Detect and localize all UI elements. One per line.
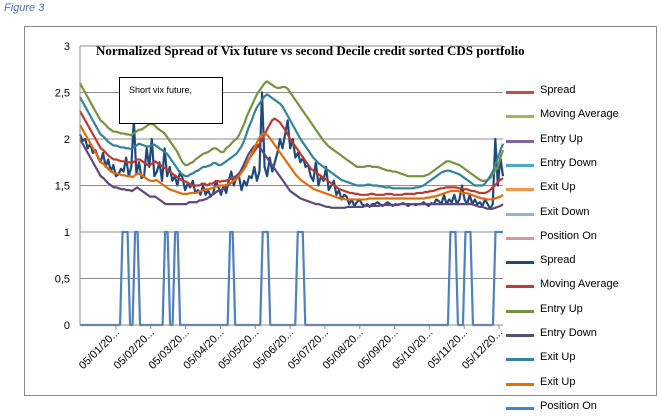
figure-label: Figure 3: [4, 2, 45, 14]
legend-label: Spread: [540, 254, 576, 267]
legend-swatch: [506, 236, 534, 240]
legend-label: Spread: [540, 84, 576, 96]
y-tick-label: 0: [64, 320, 70, 332]
y-tick-label: 1,5: [55, 181, 70, 193]
legend-swatch: [506, 406, 534, 410]
annotation-box: Short vix future,: [119, 77, 223, 124]
legend-item: Position On: [506, 230, 656, 246]
legend-label: Moving Average: [540, 278, 619, 291]
legend-label: Entry Down: [540, 156, 597, 169]
legend-label: Moving Average: [540, 108, 619, 121]
chart-title: Normalized Spread of Vix future vs secon…: [96, 43, 525, 58]
y-tick-label: 1: [64, 227, 70, 239]
legend-swatch: [506, 115, 534, 119]
legend-swatch: [506, 309, 534, 313]
legend-label: Entry Up: [540, 132, 583, 145]
legend-swatch: [506, 91, 534, 94]
annotation-text: Short vix future,: [129, 85, 193, 95]
y-tick-label: 2,5: [55, 88, 70, 100]
legend-swatch: [506, 188, 534, 192]
chart-svg: 0 0,5 1 1,5 2 2,5 3 05/01/20...05/02/20...05/0…: [55, 41, 505, 372]
legend-label: Exit Up: [540, 375, 576, 388]
legend-swatch: [506, 285, 534, 289]
legend-item: Entry Up: [506, 303, 656, 319]
legend-label: Entry Down: [540, 327, 597, 339]
legend-item: Position On: [506, 400, 656, 416]
legend-item: Entry Up: [506, 133, 656, 149]
series-line-12: [79, 124, 504, 201]
legend-item: Spread: [506, 84, 656, 100]
legend-item: Exit Up: [506, 376, 656, 392]
legend-swatch: [506, 382, 534, 386]
legend-item: Moving Average: [506, 278, 656, 294]
legend-item: Exit Up: [506, 351, 656, 367]
y-axis-ticks: 0 0,5 1 1,5 2 2,5 3: [55, 41, 70, 332]
legend-label: Entry Up: [540, 302, 583, 315]
series-line-9: [79, 80, 505, 182]
series-line-8: [79, 110, 504, 196]
legend-swatch: [506, 334, 534, 337]
legend-swatch: [506, 261, 534, 265]
legend-swatch: [506, 212, 534, 216]
x-axis-ticks: 05/01/20...05/02/20...05/03/20...05/04/2…: [77, 325, 505, 372]
legend-item: Moving Average: [506, 108, 656, 124]
y-tick-label: 3: [64, 41, 70, 53]
legend-label: Exit Up: [540, 351, 576, 364]
legend-swatch: [506, 358, 534, 362]
legend-item: Entry Down: [506, 327, 656, 343]
y-tick-label: 0,5: [55, 274, 70, 286]
legend-swatch: [506, 163, 534, 167]
y-tick-label: 2: [64, 134, 70, 146]
legend-label: Exit Up: [540, 181, 576, 194]
legend-label: Position On: [540, 229, 597, 242]
legend-label: Position On: [540, 399, 597, 412]
chart-frame: [24, 26, 657, 396]
legend-item: Entry Down: [506, 157, 656, 173]
legend-swatch: [506, 139, 534, 143]
series-line-10: [79, 138, 504, 210]
series-line-11: [79, 93, 505, 190]
legend-item: Spread: [506, 254, 656, 270]
legend-item: Exit Down: [506, 206, 656, 222]
legend-label: Exit Down: [540, 205, 590, 218]
legend-item: Exit Up: [506, 181, 656, 197]
